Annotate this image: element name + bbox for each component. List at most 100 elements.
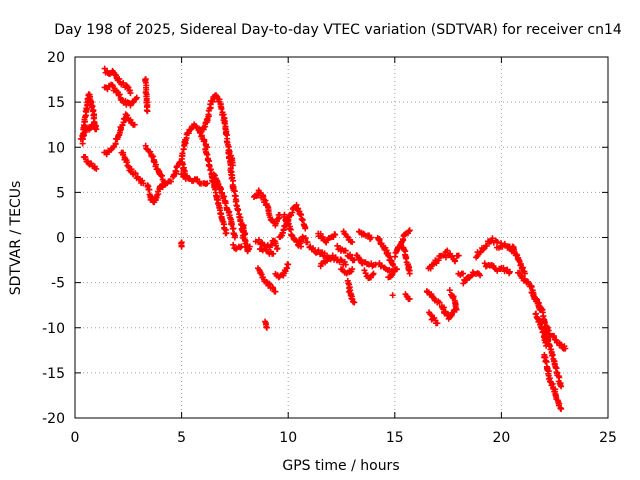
data-point [332,254,339,261]
data-point [270,250,277,257]
series-arc-30 [306,243,332,261]
data-point [133,94,140,101]
data-point [541,353,548,360]
data-point [460,270,467,277]
data-point [124,112,131,119]
data-point [128,166,135,173]
data-point [255,236,262,243]
data-point [299,216,306,223]
data-point [231,234,238,241]
data-point [297,238,304,245]
data-point [112,141,119,148]
data-point [237,244,244,251]
data-point [270,285,277,292]
data-point [368,234,375,241]
series-arc-48 [423,288,443,306]
data-point [260,193,267,200]
series-arc-46 [389,292,396,299]
series-arc-8 [142,142,174,188]
series-arc-62 [541,351,565,412]
data-point [315,247,322,254]
data-point [389,270,396,277]
y-tick-label: -20 [42,411,65,427]
data-point [77,135,84,142]
data-point [452,257,459,264]
data-point [558,341,565,348]
series-arc-52 [446,287,460,313]
data-point [235,207,242,214]
data-point [361,267,368,274]
data-point [230,241,237,248]
series-arc-3 [80,153,100,172]
series-arc-16 [202,146,230,237]
series-arc-10 [142,76,151,115]
x-tick-label: 15 [386,430,404,446]
data-point [532,311,539,318]
data-point [393,266,400,273]
series-arc-12 [178,239,185,250]
data-point [281,211,288,218]
data-point [558,383,565,390]
series-arc-49 [426,309,441,327]
data-point [342,247,349,254]
data-point [338,257,345,264]
series-arc-5 [101,81,140,109]
data-point [82,153,89,160]
y-tick-label: 5 [56,185,65,201]
data-point [378,240,385,247]
series-arc-58 [509,243,528,277]
data-point [558,405,565,412]
data-point [427,265,434,272]
data-point [272,288,279,295]
data-point [285,261,292,268]
y-tick-label: -10 [42,321,65,337]
x-tick-label: 20 [492,430,510,446]
series-arc-42 [385,270,396,281]
data-point [215,181,222,188]
series-arc-39 [361,267,377,281]
data-point [343,270,350,277]
series-arc-32 [317,252,349,270]
data-point [489,235,496,242]
data-point [209,98,216,105]
data-point [337,256,344,263]
data-point [178,243,185,250]
series-arc-36 [344,277,358,306]
series-arc-45 [402,291,413,303]
data-point [406,295,413,302]
series-arc-56 [481,260,513,277]
data-point [167,178,174,185]
y-tick-label: 0 [56,231,65,247]
series-arc-53 [455,270,467,279]
data-point [282,268,289,275]
series-arc-34 [340,228,356,246]
data-point [132,170,139,177]
data-point [93,165,100,172]
series-arc-63 [541,325,565,390]
y-tick-label: 20 [47,50,65,66]
data-point [349,266,356,273]
data-point [446,287,453,294]
series-arc-50 [442,247,462,265]
series-arc-2 [77,121,100,142]
y-tick-label: 15 [47,95,65,111]
data-point [223,131,230,138]
data-point [406,227,413,234]
data-point [534,296,541,303]
data-point [179,150,186,157]
data-point [144,108,151,115]
data-point [119,122,126,129]
data-point [219,217,226,224]
data-point [494,239,501,246]
series-arc-26 [272,261,292,281]
data-point [124,83,131,90]
data-point [263,324,270,331]
series-arc-21 [250,187,283,229]
data-point [154,192,161,199]
x-tick-label: 5 [177,430,186,446]
chart-title: Day 198 of 2025, Sidereal Day-to-day VTE… [54,22,622,38]
data-point [444,247,451,254]
series-arc-35 [338,266,356,277]
series-arc-43 [392,227,413,260]
series-arc-37 [353,252,379,270]
